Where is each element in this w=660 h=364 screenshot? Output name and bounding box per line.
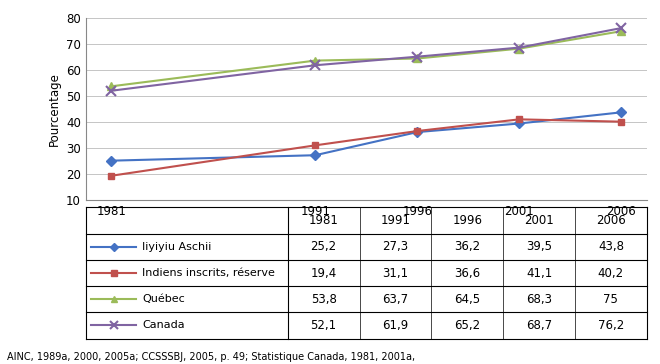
Text: Iiyiyiu Aschii: Iiyiyiu Aschii <box>142 242 211 252</box>
Text: AINC, 1989a, 2000, 2005a; CCSSSBJ, 2005, p. 49; Statistique Canada, 1981, 2001a,: AINC, 1989a, 2000, 2005a; CCSSSBJ, 2005,… <box>7 352 414 362</box>
Text: 68,3: 68,3 <box>526 293 552 306</box>
Text: 31,1: 31,1 <box>382 266 409 280</box>
Text: 43,8: 43,8 <box>598 240 624 253</box>
Text: 40,2: 40,2 <box>598 266 624 280</box>
Text: Québec: Québec <box>142 294 185 304</box>
Text: 52,1: 52,1 <box>311 319 337 332</box>
Text: 68,7: 68,7 <box>526 319 552 332</box>
Text: 36,6: 36,6 <box>454 266 480 280</box>
Text: 19,4: 19,4 <box>311 266 337 280</box>
Text: 1991: 1991 <box>380 214 411 227</box>
Text: 63,7: 63,7 <box>382 293 409 306</box>
Text: 76,2: 76,2 <box>598 319 624 332</box>
Text: 53,8: 53,8 <box>311 293 337 306</box>
Text: 27,3: 27,3 <box>382 240 409 253</box>
Text: 41,1: 41,1 <box>526 266 552 280</box>
Text: Canada: Canada <box>142 320 185 331</box>
Text: 75: 75 <box>603 293 618 306</box>
Text: 25,2: 25,2 <box>311 240 337 253</box>
Text: 36,2: 36,2 <box>454 240 480 253</box>
Text: 61,9: 61,9 <box>382 319 409 332</box>
Text: 1996: 1996 <box>452 214 482 227</box>
Text: Indiens inscrits, réserve: Indiens inscrits, réserve <box>142 268 275 278</box>
Text: 39,5: 39,5 <box>526 240 552 253</box>
Text: 2001: 2001 <box>524 214 554 227</box>
Y-axis label: Pourcentage: Pourcentage <box>48 72 61 146</box>
Text: 65,2: 65,2 <box>454 319 480 332</box>
Text: 2006: 2006 <box>596 214 626 227</box>
Text: 64,5: 64,5 <box>454 293 480 306</box>
Text: 1981: 1981 <box>309 214 339 227</box>
